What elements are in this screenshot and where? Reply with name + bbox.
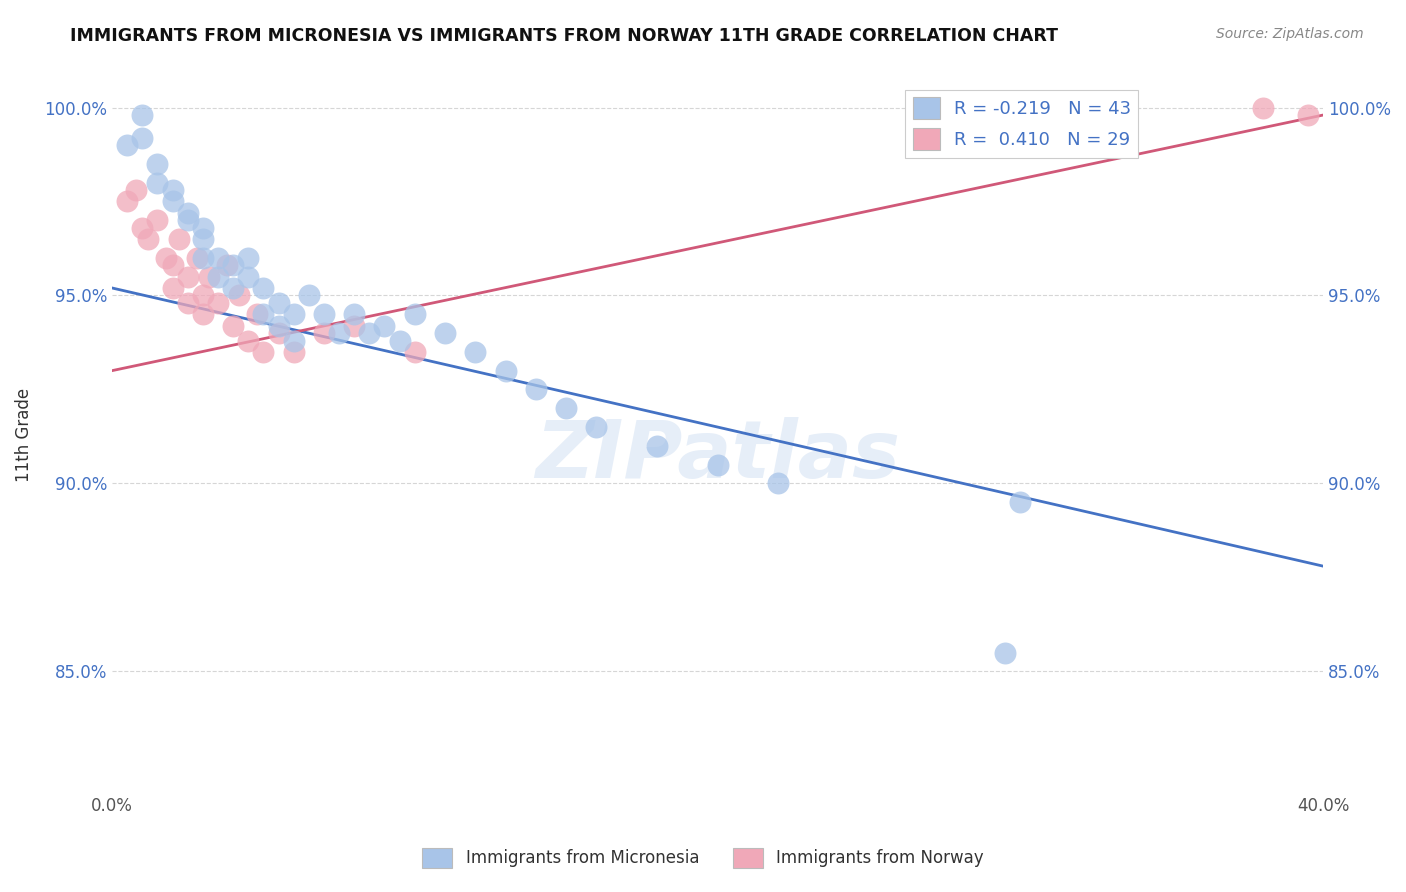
Point (238, 251, 260, 265)
Point (283, 344, 305, 359)
Text: Source: ZipAtlas.com: Source: ZipAtlas.com (1216, 27, 1364, 41)
Point (524, 383, 547, 397)
Point (191, 232, 214, 246)
Point (1010, 495, 1032, 509)
Point (373, 318, 395, 333)
Point (191, 251, 214, 265)
Point (555, 401, 578, 416)
Point (131, 108, 153, 122)
Point (343, 318, 366, 333)
Point (162, 194, 184, 209)
Point (131, 130, 153, 145)
Point (1296, 108, 1319, 122)
Point (146, 176, 169, 190)
Point (176, 206, 198, 220)
Point (283, 307, 305, 321)
Point (645, 439, 668, 453)
Point (328, 326, 350, 340)
Point (167, 232, 190, 246)
Point (222, 318, 245, 333)
Point (146, 157, 169, 171)
Point (238, 334, 260, 348)
Point (252, 344, 274, 359)
Point (207, 296, 229, 310)
Point (222, 259, 245, 273)
Legend: Immigrants from Micronesia, Immigrants from Norway: Immigrants from Micronesia, Immigrants f… (416, 841, 990, 875)
Point (198, 269, 221, 284)
Text: ZIPatlas: ZIPatlas (536, 417, 900, 495)
Point (131, 220, 153, 235)
Point (312, 326, 335, 340)
Point (155, 251, 177, 265)
Point (215, 259, 238, 273)
Point (706, 458, 728, 472)
Point (176, 296, 198, 310)
Point (404, 344, 426, 359)
Point (207, 269, 229, 284)
Point (267, 326, 290, 340)
Point (252, 307, 274, 321)
Point (359, 326, 381, 340)
Point (267, 296, 290, 310)
Point (162, 259, 184, 273)
Text: IMMIGRANTS FROM MICRONESIA VS IMMIGRANTS FROM NORWAY 11TH GRADE CORRELATION CHAR: IMMIGRANTS FROM MICRONESIA VS IMMIGRANTS… (70, 27, 1059, 45)
Point (191, 307, 214, 321)
Point (388, 334, 411, 348)
Point (267, 318, 290, 333)
Point (434, 326, 457, 340)
Point (312, 307, 335, 321)
Legend: R = -0.219   N = 43, R =  0.410   N = 29: R = -0.219 N = 43, R = 0.410 N = 29 (905, 90, 1139, 158)
Point (162, 281, 184, 295)
Point (298, 288, 321, 302)
Point (146, 213, 169, 227)
Point (343, 307, 366, 321)
Point (228, 288, 250, 302)
Point (191, 288, 214, 302)
Point (176, 269, 198, 284)
Point (222, 281, 245, 295)
Point (1251, 101, 1274, 115)
Point (136, 232, 159, 246)
Point (766, 476, 789, 491)
Point (125, 183, 148, 197)
Point (191, 220, 214, 235)
Point (246, 307, 269, 321)
Point (994, 646, 1017, 660)
Point (238, 269, 260, 284)
Point (404, 307, 426, 321)
Point (495, 364, 517, 378)
Point (464, 344, 486, 359)
Point (115, 138, 138, 153)
Point (186, 251, 208, 265)
Point (162, 183, 184, 197)
Point (207, 251, 229, 265)
Point (252, 281, 274, 295)
Point (585, 420, 607, 434)
Point (176, 213, 198, 227)
Point (283, 334, 305, 348)
Point (115, 194, 138, 209)
Y-axis label: 11th Grade: 11th Grade (15, 387, 32, 482)
